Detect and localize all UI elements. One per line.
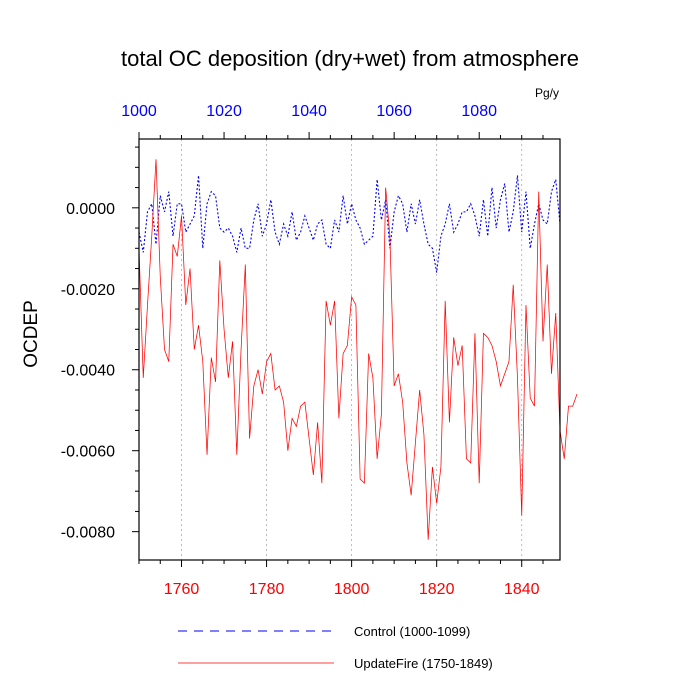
x-bottom-tick-label: 1840 <box>504 581 540 598</box>
grid-lines <box>181 139 523 560</box>
units-label: Pg/y <box>535 86 559 100</box>
x-bottom-tick-label: 1820 <box>419 581 455 598</box>
y-tick-label: -0.0080 <box>61 525 115 542</box>
x-top-tick-label: 1000 <box>121 103 157 120</box>
legend-label: UpdateFire (1750-1849) <box>354 656 493 671</box>
y-tick-label: 0.0000 <box>66 201 115 218</box>
x-bottom-tick-label: 1780 <box>249 581 285 598</box>
plot-series <box>138 159 578 540</box>
control-series-line <box>138 175 561 273</box>
legend-label: Control (1000-1099) <box>354 624 470 639</box>
legend: Control (1000-1099) UpdateFire (1750-1849… <box>178 624 493 671</box>
x-bottom-tick-label: 1800 <box>334 581 370 598</box>
y-tick-label: -0.0040 <box>61 363 115 380</box>
x-top-tick-label: 1020 <box>206 103 242 120</box>
x-bottom-tick-label: 1760 <box>164 581 200 598</box>
y-tick-label: -0.0020 <box>61 282 115 299</box>
updatefire-series-line <box>138 159 578 540</box>
x-top-tick-label: 1080 <box>461 103 497 120</box>
axes: 0.0000 -0.0020 -0.0040 -0.0060 -0.0080 1760 17… <box>61 103 561 598</box>
x-top-tick-label: 1040 <box>291 103 327 120</box>
y-tick-label: -0.0060 <box>61 444 115 461</box>
plot-frame <box>138 138 561 561</box>
y-axis-label: OCDEP <box>21 300 42 368</box>
chart-title: total OC deposition (dry+wet) from atmos… <box>121 46 579 71</box>
x-top-tick-label: 1060 <box>376 103 412 120</box>
